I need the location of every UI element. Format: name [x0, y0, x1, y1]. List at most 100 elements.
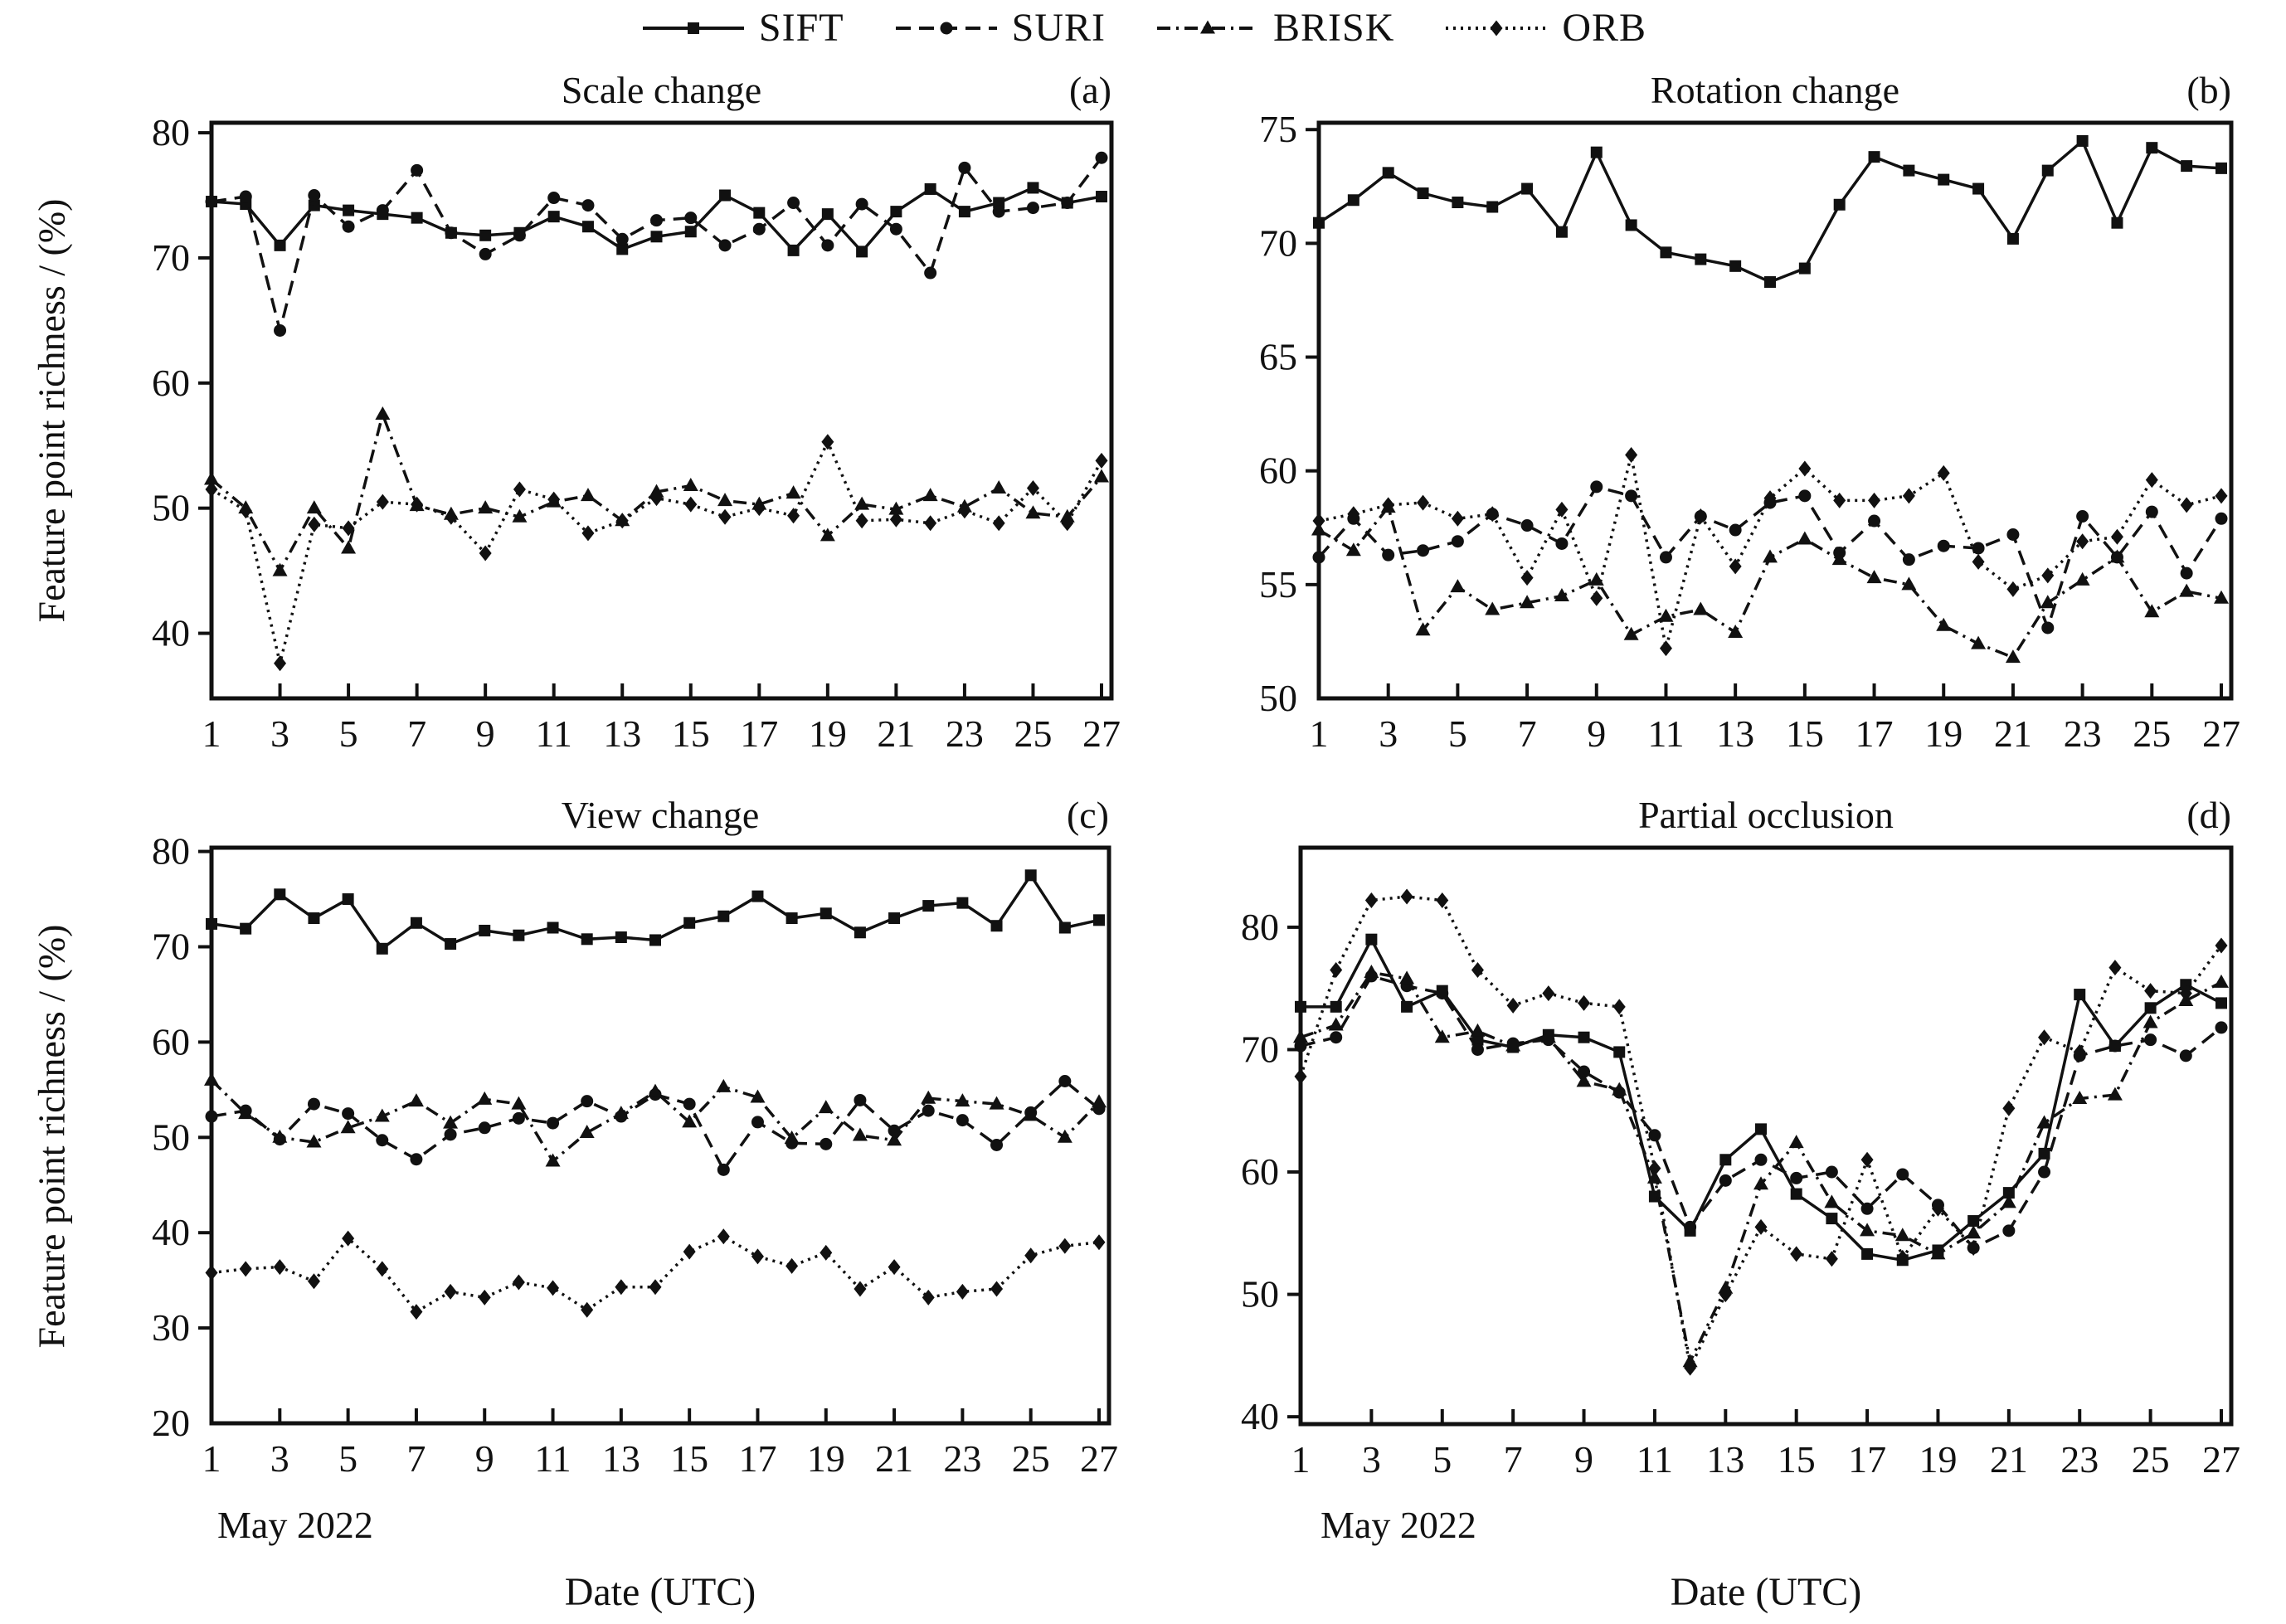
square-marker: [753, 207, 766, 219]
triangle-marker: [1797, 531, 1812, 545]
panel-d-letter: (d): [2186, 794, 2231, 836]
square-marker: [1972, 182, 1985, 195]
triangle-marker: [1901, 576, 1917, 591]
x-tick-label: 15: [1778, 1438, 1816, 1481]
x-tick-label: 9: [1574, 1438, 1593, 1481]
circle-marker: [2108, 1039, 2122, 1053]
triangle-marker: [2107, 1087, 2123, 1101]
diamond-marker: [307, 1273, 320, 1290]
square-marker: [1058, 921, 1071, 934]
square-marker: [1868, 151, 1880, 163]
square-marker: [993, 197, 1005, 209]
series-SIFT-markers: [206, 869, 1105, 955]
circle-marker: [1058, 1075, 1072, 1088]
triangle-marker: [204, 1072, 219, 1086]
y-tick-label: 60: [1241, 1150, 1279, 1193]
triangle-line-icon: [1156, 20, 1258, 33]
triangle-marker: [717, 493, 733, 507]
panel-a-letter: (a): [1068, 69, 1111, 111]
diamond-marker: [1790, 1246, 1803, 1262]
diamond-marker: [2002, 1100, 2016, 1116]
circle-marker: [956, 1114, 969, 1127]
triangle-marker: [2074, 571, 2090, 586]
panel-c-letter: (c): [1066, 794, 1109, 836]
legend-item-SURI: SURI: [893, 5, 1106, 51]
square-marker: [821, 208, 834, 221]
x-tick-label: 27: [1080, 1437, 1118, 1480]
circle-marker: [1095, 151, 1108, 164]
circle-marker: [958, 161, 971, 174]
diamond-marker: [752, 500, 766, 517]
diamond-marker: [410, 1304, 423, 1320]
x-tick-label: 25: [2133, 712, 2171, 755]
diamond-marker: [205, 481, 218, 498]
series-ORB-line: [211, 438, 1103, 664]
square-marker: [1826, 1213, 1838, 1225]
circle-marker: [2145, 505, 2158, 518]
circle-marker: [1625, 489, 1638, 503]
diamond-marker: [2108, 960, 2122, 976]
triangle-marker: [1576, 1073, 1592, 1087]
diamond-marker: [2006, 581, 2020, 597]
diamond-marker: [1578, 994, 1591, 1011]
diamond-marker: [1520, 570, 1534, 586]
x-tick-label: 5: [1448, 712, 1467, 755]
triangle-marker: [989, 1096, 1004, 1110]
triangle-marker: [1936, 617, 1952, 631]
triangle-marker: [887, 1132, 902, 1146]
circle-marker: [990, 1138, 1004, 1151]
triangle-marker: [1831, 552, 1847, 566]
y-tick-label: 20: [152, 1402, 190, 1444]
circle-marker: [547, 1116, 560, 1130]
circle-marker: [547, 192, 561, 205]
square-marker: [1330, 1000, 1342, 1013]
circle-line-icon: [895, 22, 997, 34]
triangle-marker: [1399, 970, 1415, 985]
diamond-marker: [786, 1257, 799, 1274]
diamond-marker: [205, 1264, 218, 1281]
circle-marker: [2179, 1049, 2192, 1062]
circle-marker: [889, 222, 902, 236]
y-tick-label: 40: [1241, 1395, 1279, 1437]
circle-marker: [1729, 523, 1742, 537]
diamond-marker: [1694, 508, 1707, 525]
diamond-marker: [411, 496, 424, 513]
circle-marker: [478, 1121, 491, 1135]
square-marker: [376, 942, 388, 955]
diamond-marker: [445, 508, 458, 525]
x-tick-label: 1: [202, 712, 221, 755]
triangle-marker: [1540, 1029, 1556, 1043]
diamond-marker: [717, 1228, 730, 1245]
circle-marker: [1026, 202, 1039, 215]
square-marker: [2076, 134, 2089, 147]
x-tick-label: 7: [1518, 712, 1537, 755]
circle-marker: [376, 204, 389, 217]
triangle-marker: [2005, 649, 2021, 664]
diamond-marker: [751, 1248, 764, 1265]
diamond-marker: [1451, 510, 1464, 527]
diamond-marker: [1868, 492, 1881, 508]
diamond-marker: [1095, 452, 1108, 469]
circle-marker: [924, 266, 937, 280]
square-marker: [2180, 979, 2192, 991]
diamond-marker: [273, 1259, 286, 1276]
y-tick-label: 40: [152, 612, 190, 654]
diamond-marker: [2215, 937, 2228, 954]
diamond-marker: [2145, 472, 2158, 489]
triangle-marker: [443, 1115, 459, 1129]
diamond-marker: [958, 503, 971, 519]
y-tick-label: 60: [152, 362, 190, 404]
x-tick-label: 11: [1647, 712, 1684, 755]
triangle-marker: [648, 1083, 663, 1097]
diamond-marker: [922, 1289, 935, 1306]
diamond-marker: [342, 1230, 355, 1247]
x-tick-label: 13: [1716, 712, 1754, 755]
x-tick-label: 17: [738, 1437, 776, 1480]
diamond-marker: [1024, 1247, 1038, 1264]
diamond-marker: [1542, 985, 1555, 1002]
diamond-marker: [820, 1244, 833, 1261]
series-SIFT-line: [1318, 139, 2222, 284]
square-marker: [1790, 1188, 1802, 1200]
